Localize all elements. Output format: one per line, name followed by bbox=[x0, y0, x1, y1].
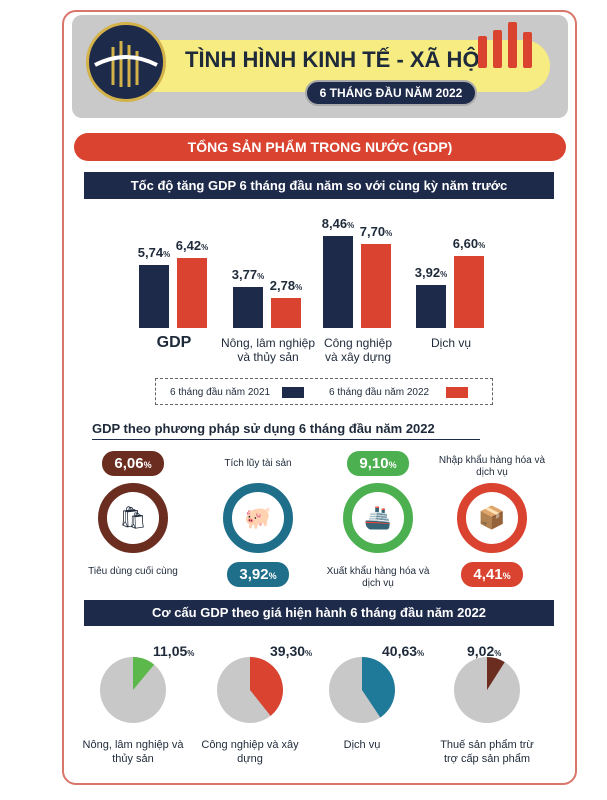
bar-2022 bbox=[177, 258, 207, 328]
usage-label: Nhập khẩu hàng hóa và dịch vụ bbox=[438, 455, 546, 478]
usage-value-pill: 4,41% bbox=[461, 562, 523, 587]
cargo-ship-icon: 🚢 bbox=[364, 505, 392, 530]
piggy-bank-ring: 🐖 bbox=[223, 483, 293, 553]
category-label: Dịch vụ bbox=[430, 336, 471, 350]
bar-value-label: 6,42% bbox=[167, 238, 217, 253]
unit-text: % bbox=[257, 271, 265, 281]
usage-label: Tiêu dùng cuối cùng bbox=[88, 566, 178, 577]
pie-category-label: Công nghiệp và xây dựng bbox=[201, 739, 299, 765]
bar-2021 bbox=[233, 286, 263, 328]
value-text: 6,60 bbox=[452, 236, 479, 252]
pie-category-label: Thuế sản phẩm trừ trợ cấp sản phẩm bbox=[440, 739, 534, 765]
piggy-bank-icon: 🐖 bbox=[244, 505, 272, 530]
legend-swatch-2021 bbox=[282, 387, 304, 398]
value-text: 4,41 bbox=[473, 566, 503, 583]
unit-text: % bbox=[388, 460, 397, 470]
pie-value-label: 11,05% bbox=[153, 643, 194, 659]
pie-chart bbox=[100, 657, 166, 723]
value-text: 8,46 bbox=[321, 215, 348, 231]
bar-value-label: 2,78% bbox=[261, 278, 311, 293]
chart-legend: 6 tháng đầu năm 2021 6 tháng đầu năm 202… bbox=[155, 378, 493, 405]
legend-label-2021: 6 tháng đầu năm 2021 bbox=[170, 387, 271, 398]
unit-text: % bbox=[494, 649, 502, 658]
unit-text: % bbox=[347, 220, 355, 230]
value-text: 6,06 bbox=[114, 455, 144, 472]
legend-swatch-2022 bbox=[446, 387, 468, 398]
gso-logo bbox=[86, 22, 166, 102]
scale-boxes-ring: 📦 bbox=[457, 483, 527, 553]
bar-value-label: 5,74% bbox=[129, 245, 179, 260]
usage-value-pill: 6,06% bbox=[102, 451, 164, 476]
value-text: 9,02 bbox=[467, 643, 495, 659]
unit-text: % bbox=[478, 241, 486, 251]
unit-text: % bbox=[385, 229, 393, 239]
pie-chart bbox=[454, 657, 520, 723]
pie-chart bbox=[217, 657, 283, 723]
unit-text: % bbox=[201, 243, 209, 253]
pie-slice bbox=[133, 657, 155, 690]
value-text: 3,92 bbox=[414, 265, 441, 281]
unit-text: % bbox=[163, 250, 171, 260]
infographic-frame bbox=[62, 10, 577, 785]
bar-2021 bbox=[416, 285, 446, 328]
value-text: 6,42 bbox=[175, 238, 202, 254]
pie-category-label: Nông, lâm nghiệp và thủy sản bbox=[82, 739, 184, 765]
bar-value-label: 3,77% bbox=[223, 267, 273, 282]
unit-text: % bbox=[268, 571, 277, 581]
category-label: Nông, lâm nghiệp và thủy sản bbox=[220, 336, 316, 364]
legend-label-2022: 6 tháng đầu năm 2022 bbox=[329, 387, 430, 398]
pie-value-label: 40,63% bbox=[382, 643, 424, 659]
bar-value-label: 7,70% bbox=[351, 224, 401, 239]
bar-chart-icon bbox=[478, 22, 548, 68]
value-text: 40,63 bbox=[382, 643, 418, 659]
pie-slice bbox=[362, 657, 395, 718]
pie-chart bbox=[329, 657, 395, 723]
structure-title: Cơ cấu GDP theo giá hiện hành 6 tháng đầ… bbox=[84, 600, 554, 626]
value-text: 5,74 bbox=[137, 245, 164, 261]
unit-text: % bbox=[295, 282, 303, 292]
usage-value-pill: 3,92% bbox=[227, 562, 289, 587]
value-text: 9,10 bbox=[359, 455, 389, 472]
scale-boxes-icon: 📦 bbox=[478, 505, 506, 530]
bar-value-label: 6,60% bbox=[444, 236, 494, 251]
value-text: 39,30 bbox=[270, 643, 306, 659]
usage-label: Xuất khẩu hàng hóa và dịch vụ bbox=[326, 566, 430, 589]
pie-category-label: Dịch vụ bbox=[343, 739, 381, 751]
value-text: 7,70 bbox=[359, 224, 386, 240]
bar-2021 bbox=[139, 265, 169, 328]
bar-2021 bbox=[323, 235, 353, 328]
cargo-ship-ring: 🚢 bbox=[343, 483, 413, 553]
section-banner: TỔNG SẢN PHẨM TRONG NƯỚC (GDP) bbox=[74, 133, 566, 161]
value-text: 3,77 bbox=[231, 266, 258, 282]
bar-value-label: 3,92% bbox=[406, 265, 456, 280]
bar-2022 bbox=[454, 256, 484, 328]
usage-section-title: GDP theo phương pháp sử dụng 6 tháng đầu… bbox=[92, 421, 480, 440]
shopping-bag-ring: 🛍 bbox=[98, 483, 168, 553]
pie-slice bbox=[250, 657, 283, 716]
pie-slice bbox=[487, 657, 505, 690]
chart-title: Tốc độ tăng GDP 6 tháng đầu năm so với c… bbox=[84, 172, 554, 199]
value-text: 3,92 bbox=[239, 566, 269, 583]
value-text: 2,78 bbox=[269, 277, 296, 293]
category-label: GDP bbox=[156, 334, 192, 351]
unit-text: % bbox=[440, 270, 448, 280]
bar-2022 bbox=[361, 244, 391, 328]
shopping-bag-icon: 🛍 bbox=[119, 505, 147, 530]
value-text: 11,05 bbox=[153, 643, 188, 659]
bar-value-label: 8,46% bbox=[313, 216, 363, 231]
unit-text: % bbox=[305, 649, 313, 658]
bar-2022 bbox=[271, 297, 301, 328]
page-title: TÌNH HÌNH KINH TẾ - XÃ HỘI bbox=[185, 47, 486, 72]
unit-text: % bbox=[502, 571, 511, 581]
pie-value-label: 9,02% bbox=[467, 643, 501, 659]
period-badge: 6 THÁNG ĐẦU NĂM 2022 bbox=[305, 80, 477, 106]
usage-value-pill: 9,10% bbox=[347, 451, 409, 476]
category-label: Công nghiệp và xây dựng bbox=[323, 336, 393, 364]
unit-text: % bbox=[187, 649, 195, 658]
usage-label: Tích lũy tài sản bbox=[224, 458, 292, 469]
unit-text: % bbox=[143, 460, 152, 470]
unit-text: % bbox=[417, 649, 425, 658]
pie-value-label: 39,30% bbox=[270, 643, 312, 659]
